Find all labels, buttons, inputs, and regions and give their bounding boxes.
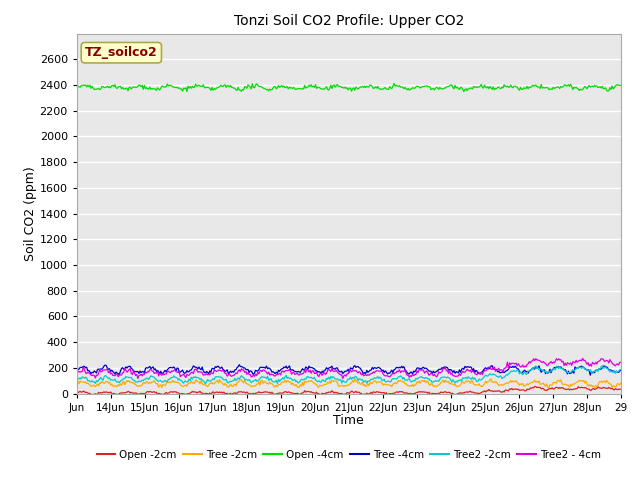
Tree -2cm	[332, 378, 339, 384]
Tree -2cm	[398, 379, 406, 384]
Tree2 -2cm	[332, 376, 340, 382]
Open -2cm	[398, 389, 406, 395]
Tree -4cm	[73, 366, 81, 372]
Tree2 - 4cm	[369, 371, 376, 376]
Tree -2cm	[335, 383, 342, 389]
Open -2cm	[369, 391, 376, 396]
Open -4cm	[183, 89, 191, 95]
Tree2 -2cm	[336, 377, 344, 383]
Open -2cm	[358, 392, 366, 398]
Tree2 -2cm	[369, 376, 376, 382]
Tree2 -2cm	[606, 369, 614, 375]
Text: TZ_soilco2: TZ_soilco2	[85, 46, 157, 59]
Open -2cm	[520, 387, 527, 393]
Tree2 - 4cm	[73, 370, 81, 375]
X-axis label: Time: Time	[333, 414, 364, 427]
Tree -4cm	[332, 365, 340, 371]
Legend: Open -2cm, Tree -2cm, Open -4cm, Tree -4cm, Tree2 -2cm, Tree2 - 4cm: Open -2cm, Tree -2cm, Open -4cm, Tree -4…	[92, 445, 605, 464]
Tree -4cm	[369, 365, 376, 371]
Open -4cm	[332, 83, 340, 89]
Tree -4cm	[606, 367, 614, 372]
Tree -4cm	[586, 372, 594, 378]
Tree -2cm	[606, 381, 614, 387]
Tree -2cm	[545, 385, 553, 391]
Tree -4cm	[520, 368, 527, 374]
Tree -4cm	[336, 369, 344, 374]
Tree2 - 4cm	[617, 360, 625, 365]
Open -2cm	[531, 384, 538, 389]
Open -4cm	[73, 84, 81, 89]
Tree2 - 4cm	[398, 368, 406, 374]
Open -2cm	[332, 389, 339, 395]
Title: Tonzi Soil CO2 Profile: Upper CO2: Tonzi Soil CO2 Profile: Upper CO2	[234, 14, 464, 28]
Y-axis label: Soil CO2 (ppm): Soil CO2 (ppm)	[24, 166, 36, 261]
Tree2 -2cm	[598, 363, 606, 369]
Tree -2cm	[73, 380, 81, 385]
Open -4cm	[617, 83, 625, 88]
Tree2 -2cm	[73, 377, 81, 383]
Tree2 - 4cm	[332, 368, 339, 374]
Tree -4cm	[398, 363, 406, 369]
Open -2cm	[73, 390, 81, 396]
Tree2 -2cm	[202, 381, 209, 387]
Line: Tree2 - 4cm: Tree2 - 4cm	[77, 359, 621, 379]
Tree -4cm	[236, 362, 243, 368]
Open -2cm	[606, 385, 614, 391]
Tree2 - 4cm	[579, 356, 586, 361]
Tree -2cm	[520, 383, 527, 389]
Open -2cm	[617, 386, 625, 392]
Line: Tree2 -2cm: Tree2 -2cm	[77, 366, 621, 384]
Tree -2cm	[369, 381, 376, 386]
Tree2 - 4cm	[339, 376, 347, 382]
Tree2 - 4cm	[606, 357, 614, 362]
Tree2 - 4cm	[335, 371, 342, 376]
Tree2 -2cm	[398, 374, 406, 380]
Line: Open -2cm: Open -2cm	[77, 386, 621, 395]
Open -4cm	[390, 81, 398, 86]
Line: Tree -2cm: Tree -2cm	[77, 379, 621, 388]
Line: Open -4cm: Open -4cm	[77, 84, 621, 92]
Open -2cm	[335, 391, 342, 396]
Open -4cm	[399, 84, 406, 90]
Tree2 -2cm	[520, 370, 527, 376]
Open -4cm	[606, 85, 614, 91]
Open -4cm	[336, 84, 344, 89]
Tree -4cm	[617, 368, 625, 373]
Open -4cm	[521, 85, 529, 91]
Open -4cm	[369, 84, 376, 89]
Tree -2cm	[351, 376, 358, 382]
Tree2 -2cm	[617, 367, 625, 372]
Tree -2cm	[617, 380, 625, 386]
Tree2 - 4cm	[520, 364, 527, 370]
Line: Tree -4cm: Tree -4cm	[77, 365, 621, 375]
